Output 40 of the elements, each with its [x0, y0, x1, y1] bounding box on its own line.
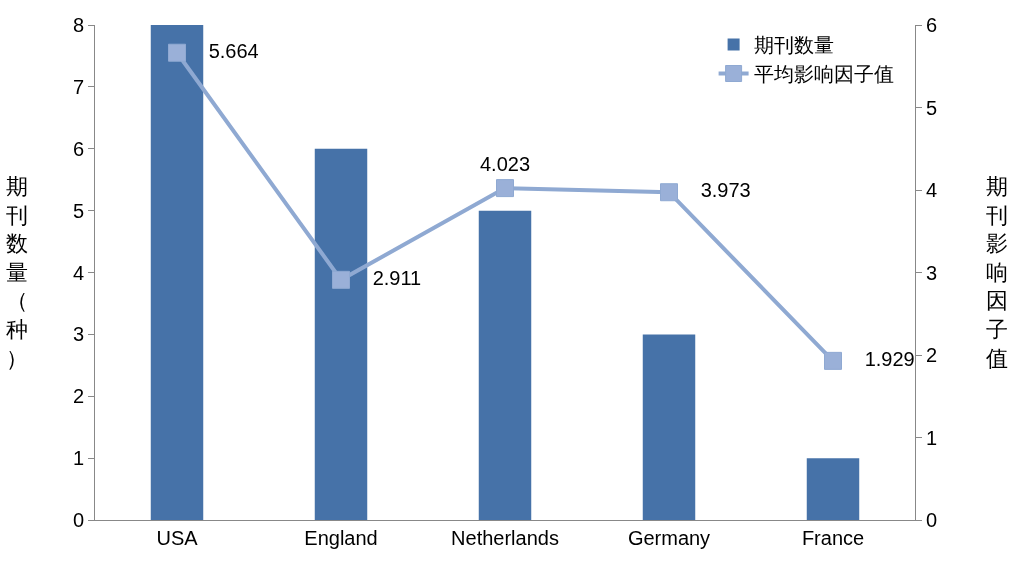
y-tick-label: 2 — [72, 385, 84, 408]
data-label: 3.973 — [680, 179, 751, 202]
bar — [642, 334, 696, 520]
y2-tick-label: 1 — [926, 426, 938, 449]
y-tick-label: 8 — [72, 14, 84, 36]
bar — [478, 210, 532, 520]
y-tick-label: 3 — [72, 323, 84, 346]
x-tick-label: Netherlands — [451, 527, 559, 549]
point — [496, 179, 514, 198]
y2-tick-label: 4 — [926, 179, 938, 201]
point — [332, 270, 350, 289]
legend-label: 平均影响因子值 — [753, 63, 894, 86]
legend-label: 期刊数量 — [753, 34, 834, 57]
y-tick-label: 4 — [72, 261, 84, 284]
bar — [314, 148, 368, 520]
x-tick-label: Germany — [627, 527, 711, 549]
y2-axis-title: 期刊影响因子值 — [986, 174, 1008, 371]
data-label: 5.664 — [188, 39, 259, 62]
y2-tick-label: 5 — [926, 96, 938, 119]
point — [824, 351, 842, 370]
data-label: 4.023 — [479, 153, 531, 176]
y-tick-label: 6 — [72, 137, 84, 160]
y-tick-label: 5 — [72, 199, 84, 222]
x-tick-label: England — [304, 527, 378, 549]
x-tick-label: USA — [156, 527, 199, 549]
point — [168, 43, 186, 62]
y-tick-label: 1 — [72, 447, 84, 470]
point — [660, 183, 678, 202]
y2-tick-label: 3 — [926, 261, 938, 284]
y2-tick-label: 2 — [926, 344, 938, 366]
bar — [806, 458, 860, 520]
bar — [150, 25, 204, 520]
y-axis-title: 期刊数量（种） — [6, 174, 28, 371]
y-tick-label: 0 — [72, 509, 84, 531]
data-label: 2.911 — [352, 266, 422, 289]
y-tick-label: 7 — [72, 75, 84, 98]
y2-tick-label: 6 — [926, 14, 938, 36]
y2-tick-label: 0 — [926, 509, 938, 531]
x-tick-label: France — [801, 527, 865, 549]
data-label: 1.929 — [844, 347, 915, 370]
